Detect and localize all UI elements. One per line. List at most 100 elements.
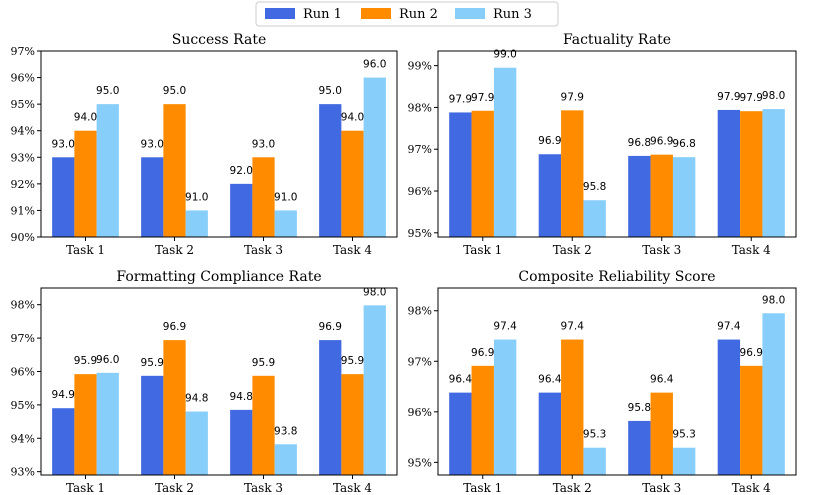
y-tick-label: 93% [11,151,35,164]
data-label: 97.4 [717,321,741,333]
x-tick-label: Task 3 [244,481,283,495]
bar-run-1-task-3 [628,155,651,237]
y-tick-label: 94% [11,432,35,445]
bar-run-1-task-1 [52,157,75,237]
x-tick-label: Task 2 [553,243,592,257]
bar-run-2-task-2 [163,340,186,475]
data-label: 94.0 [74,112,97,124]
x-tick-label: Task 2 [155,243,194,257]
legend-swatch-run-1 [265,8,295,19]
data-label: 92.0 [230,165,253,177]
bar-run-3-task-3 [672,447,696,475]
bar-run-1-task-1 [449,392,472,475]
x-tick-label: Task 1 [463,243,502,257]
bar-run-3-task-3 [274,444,297,475]
data-label: 96.9 [650,136,673,148]
bar-run-1-task-1 [52,408,75,475]
bar-run-2-task-1 [471,365,494,475]
bar-run-3-task-2 [583,447,606,475]
bar-run-1-task-4 [717,339,741,475]
bar-run-1-task-4 [319,340,342,475]
y-tick-label: 91% [11,204,35,217]
y-tick-label: 93% [11,466,35,479]
data-label: 95.9 [252,357,275,369]
data-label: 95.8 [583,181,606,193]
bar-run-1-task-3 [230,183,253,237]
data-label: 93.8 [274,425,297,437]
x-tick-label: Task 1 [463,481,502,495]
data-label: 91.0 [274,191,297,203]
plot-frame [437,50,797,238]
data-label: 97.9 [717,91,740,103]
y-tick-label: 94% [11,125,35,138]
bar-run-3-task-2 [185,411,208,475]
bar-run-2-task-2 [561,339,584,475]
bar-run-2-task-3 [252,157,275,237]
legend-label-run-1: Run 1 [303,7,342,22]
bar-run-3-task-3 [672,157,696,237]
y-tick-label: 95% [11,98,35,111]
data-label: 96.9 [163,321,186,333]
x-tick-label: Task 1 [66,243,105,257]
data-label: 95.0 [163,85,186,97]
data-label: 96.9 [740,347,763,359]
y-tick-label: 96% [11,72,35,85]
legend-swatch-run-3 [455,8,485,19]
legend-swatch-run-2 [361,8,391,19]
bar-run-3-task-1 [493,67,517,237]
bar-run-2-task-1 [471,110,494,237]
x-tick-label: Task 2 [155,481,194,495]
data-label: 96.4 [449,374,473,386]
plot-frame [437,287,797,476]
x-tick-label: Task 2 [553,481,592,495]
chart-title: Success Rate [172,32,267,48]
data-label: 96.0 [363,59,386,71]
y-tick-label: 95% [408,456,432,469]
bar-run-1-task-4 [717,109,741,237]
data-label: 95.3 [672,429,695,441]
bar-run-1-task-2 [141,375,164,475]
x-tick-label: Task 4 [333,481,372,495]
data-label: 95.9 [74,355,97,367]
y-tick-label: 98% [11,299,35,312]
bar-run-2-task-4 [341,130,364,237]
bar-run-2-task-1 [74,374,97,475]
y-tick-label: 97% [408,143,432,156]
data-label: 96.9 [538,135,561,147]
bar-run-1-task-1 [449,112,472,237]
y-tick-label: 98% [408,101,432,114]
data-label: 98.0 [363,286,386,298]
y-tick-label: 96% [408,406,432,419]
data-label: 95.9 [341,355,364,367]
bar-run-2-task-2 [561,110,584,237]
data-label: 96.0 [96,354,119,366]
legend-label-run-3: Run 3 [493,7,532,22]
bar-run-3-task-4 [762,109,785,237]
y-tick-label: 96% [408,185,432,198]
y-tick-label: 92% [11,178,35,191]
data-label: 93.0 [141,138,164,150]
x-tick-label: Task 4 [732,243,771,257]
data-label: 95.0 [319,85,342,97]
bar-run-3-task-2 [583,200,606,237]
plot-frame [40,50,398,238]
bar-run-2-task-2 [163,104,186,237]
y-tick-label: 98% [408,305,432,318]
chart-title: Factuality Rate [563,32,671,48]
bar-run-1-task-3 [628,420,651,475]
data-label: 97.9 [449,93,472,105]
bar-run-1-task-2 [538,154,562,237]
bar-run-3-task-4 [363,77,386,237]
bar-run-1-task-4 [319,104,342,237]
bar-run-2-task-4 [740,365,763,475]
bar-run-1-task-3 [230,409,253,475]
x-tick-label: Task 3 [642,243,681,257]
data-label: 96.4 [650,374,674,386]
bar-run-3-task-3 [274,210,297,237]
bar-run-2-task-4 [341,374,364,475]
y-tick-label: 97% [11,45,35,58]
legend-label-run-2: Run 2 [399,7,438,22]
data-label: 96.4 [538,374,562,386]
